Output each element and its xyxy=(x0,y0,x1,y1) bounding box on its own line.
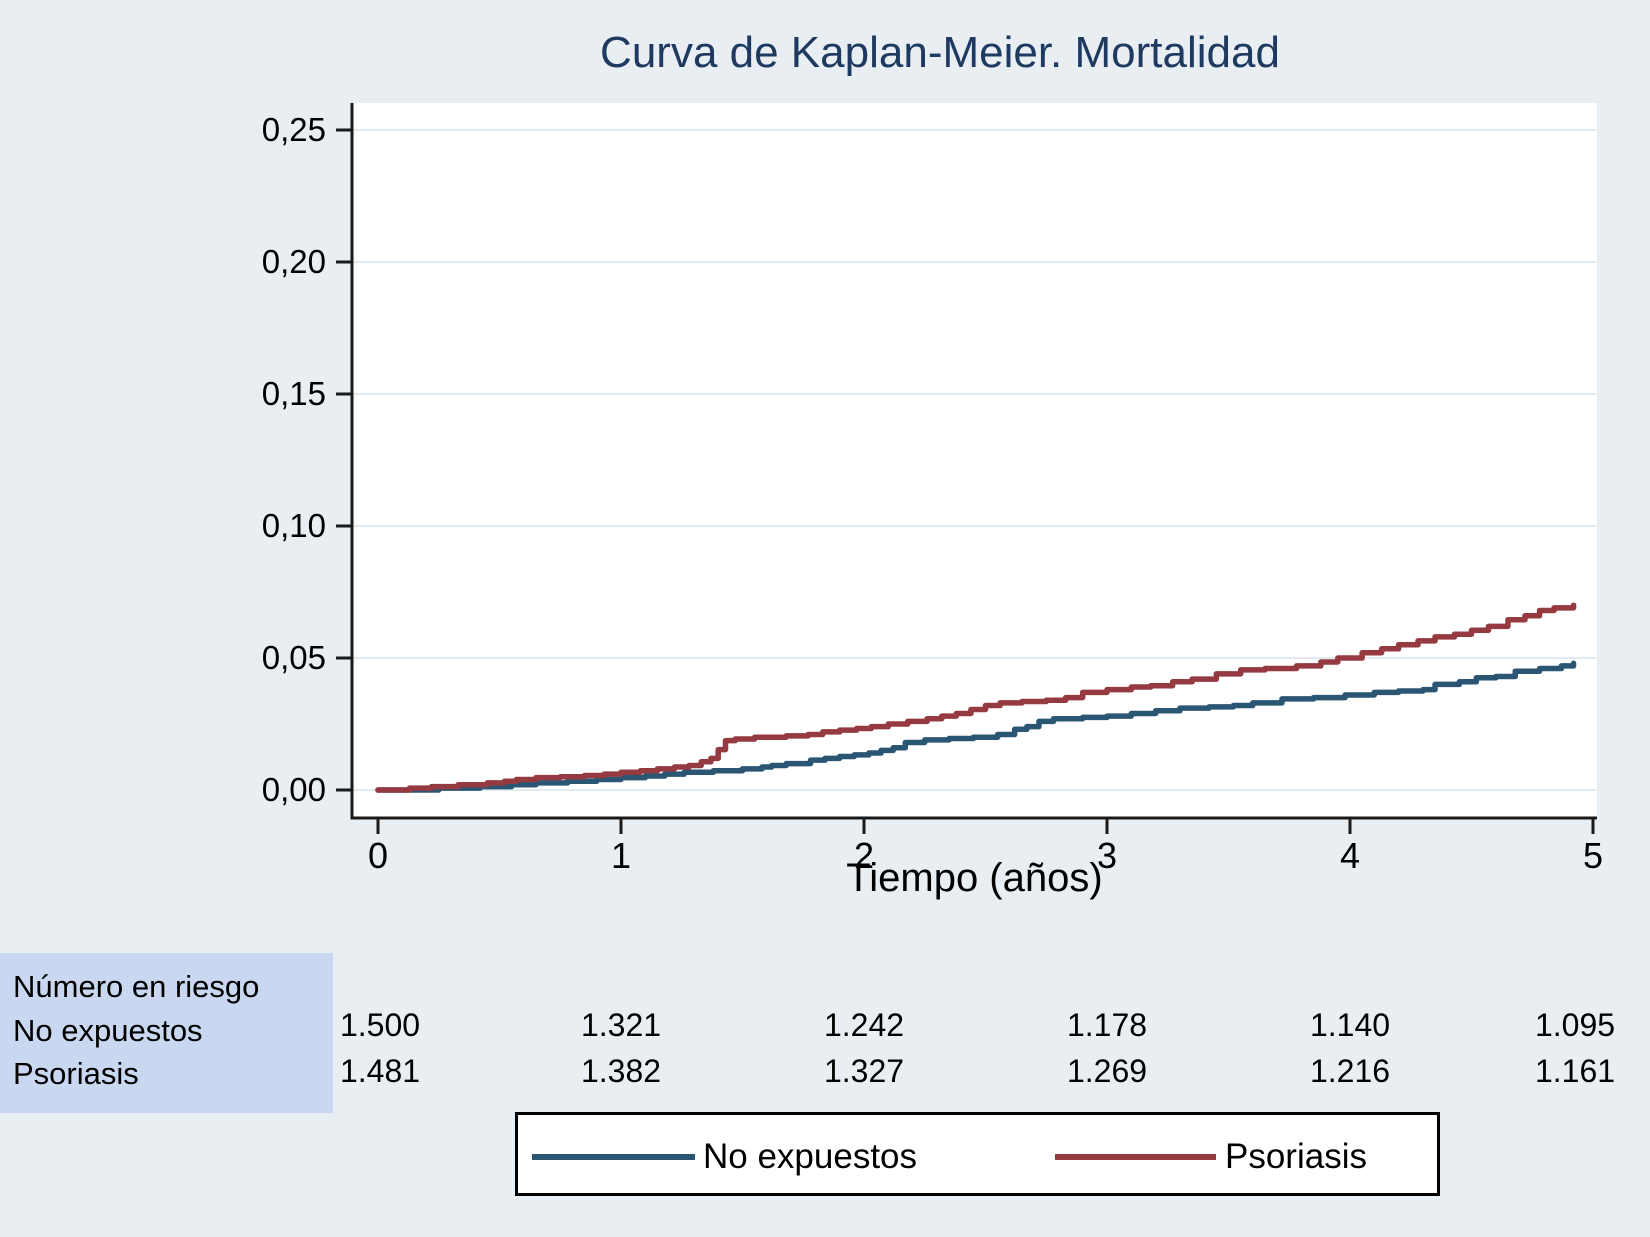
risk-row-label-psoriasis: Psoriasis xyxy=(13,1056,139,1091)
risk-row-label-no-expuestos: No expuestos xyxy=(13,1013,203,1048)
risk-value-row0-col2: 1.242 xyxy=(823,1007,905,1043)
risk-value-row1-col0: 1.481 xyxy=(339,1053,421,1089)
risk-table-header: Número en riesgo xyxy=(13,969,260,1004)
risk-table-label-box xyxy=(0,953,333,1113)
y-tick-0,20: 0,20 xyxy=(261,243,326,280)
km-curve-no-expuestos xyxy=(375,660,1577,793)
no-expuestos-line-swatch xyxy=(532,1154,695,1160)
risk-value-row0-col3: 1.178 xyxy=(1066,1007,1148,1043)
legend-label-no-expuestos: No expuestos xyxy=(703,1137,918,1176)
risk-value-row1-col4: 1.216 xyxy=(1309,1053,1391,1089)
x-tick-3: 3 xyxy=(1096,835,1118,876)
x-tick-1: 1 xyxy=(610,835,632,876)
x-tick-4: 4 xyxy=(1339,835,1361,876)
y-tick-0,00: 0,00 xyxy=(261,771,326,808)
chart-title: Curva de Kaplan-Meier. Mortalidad xyxy=(600,28,1280,77)
x-axis-title: Tiempo (años) xyxy=(846,856,1103,900)
risk-value-row1-col2: 1.327 xyxy=(823,1053,905,1089)
risk-value-row1-col3: 1.269 xyxy=(1066,1053,1148,1089)
risk-value-row0-col5: 1.095 xyxy=(1534,1007,1616,1043)
y-tick-0,10: 0,10 xyxy=(261,507,326,544)
y-tick-0,05: 0,05 xyxy=(261,639,326,676)
y-tick-0,15: 0,15 xyxy=(261,375,326,412)
psoriasis-line-swatch xyxy=(1055,1154,1216,1160)
risk-value-row0-col4: 1.140 xyxy=(1309,1007,1391,1043)
risk-value-row0-col1: 1.321 xyxy=(580,1007,662,1043)
x-tick-0: 0 xyxy=(367,835,389,876)
risk-value-row0-col0: 1.500 xyxy=(339,1007,421,1043)
x-tick-5: 5 xyxy=(1582,835,1604,876)
legend: No expuestos Psoriasis xyxy=(515,1112,1440,1196)
risk-value-row1-col5: 1.161 xyxy=(1534,1053,1616,1089)
y-tick-0,25: 0,25 xyxy=(261,111,326,148)
risk-value-row1-col1: 1.382 xyxy=(580,1053,662,1089)
x-tick-2: 2 xyxy=(853,835,875,876)
legend-label-psoriasis: Psoriasis xyxy=(1225,1137,1367,1176)
km-curve-psoriasis xyxy=(375,602,1577,793)
